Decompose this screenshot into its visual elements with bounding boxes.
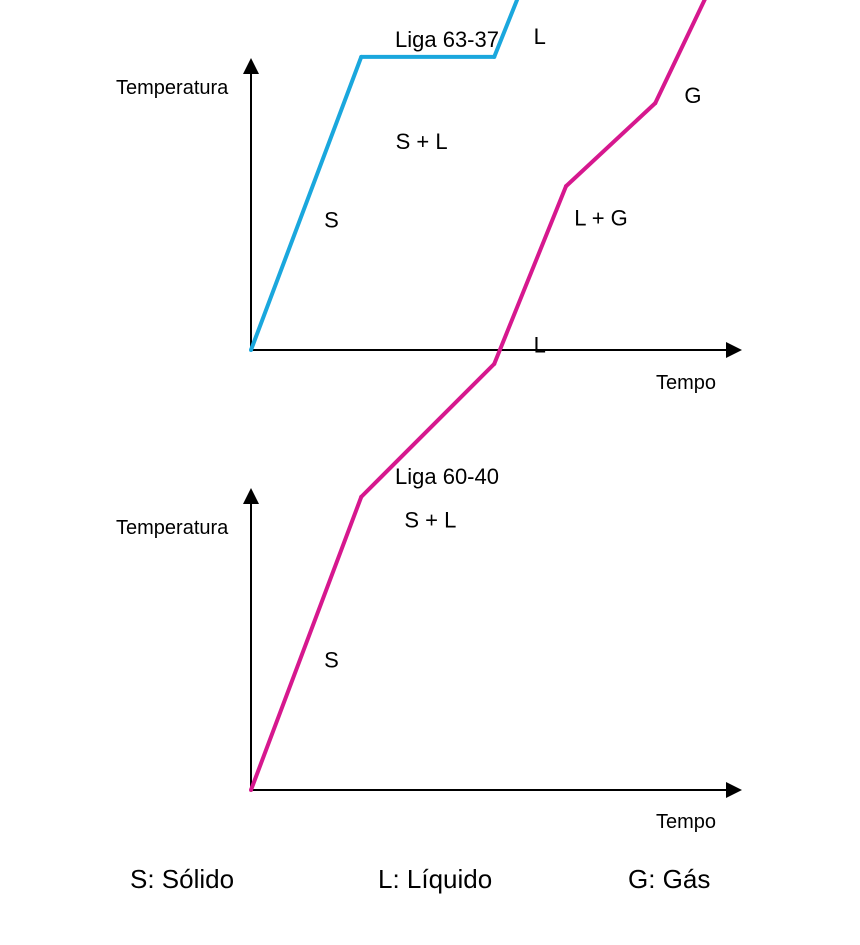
chart-2-y-label: Temperatura <box>116 517 229 539</box>
chart-2-series-line <box>249 0 707 791</box>
chart-1-y-axis-arrow-icon <box>243 58 259 74</box>
chart-2-y-axis-arrow-icon <box>243 488 259 504</box>
chart-2-x-label: Tempo <box>656 811 716 833</box>
chart-2-title: Liga 60-40 <box>395 464 499 489</box>
chart-2-region-label-1: S + L <box>404 508 456 533</box>
chart-2-point-1 <box>359 494 364 499</box>
chart-1-x-label: Tempo <box>656 372 716 394</box>
chart-1-series-line <box>249 0 520 351</box>
chart-2-point-4 <box>653 101 658 106</box>
legend-gas: G: Gás <box>628 864 711 894</box>
chart-2-x-axis-arrow-icon <box>726 782 742 798</box>
chart-2-point-0 <box>249 788 253 792</box>
chart-1-point-2 <box>492 54 497 59</box>
chart-1-region-label-1: S + L <box>396 129 448 154</box>
chart-2-region-label-2: L <box>534 333 546 358</box>
legend-liquid: L: Líquido <box>378 864 493 894</box>
chart-2-point-2 <box>492 361 497 366</box>
chart-1-point-1 <box>359 54 364 59</box>
chart-2-region-label-4: G <box>684 83 701 108</box>
chart-1: Liga 63-37 Temperatura Tempo S S + L L L + G G <box>116 0 742 394</box>
chart-2-region-label-0: S <box>324 648 339 673</box>
chart-2-point-3 <box>564 184 568 189</box>
chart-2: Liga 60-40 Temperatura Tempo S S + L L L + G G <box>116 0 742 833</box>
chart-1-region-label-2: L <box>534 24 546 49</box>
chart-1-region-label-0: S <box>324 208 339 233</box>
chart-1-title: Liga 63-37 <box>395 27 499 52</box>
chart-1-point-0 <box>249 348 253 352</box>
chart-1-y-label: Temperatura <box>116 77 229 99</box>
chart-2-region-label-3: L + G <box>574 206 628 231</box>
legend-solid: S: Sólido <box>130 864 235 894</box>
chart-1-x-axis-arrow-icon <box>726 342 742 358</box>
